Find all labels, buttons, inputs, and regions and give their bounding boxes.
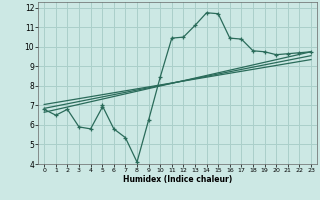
- X-axis label: Humidex (Indice chaleur): Humidex (Indice chaleur): [123, 175, 232, 184]
